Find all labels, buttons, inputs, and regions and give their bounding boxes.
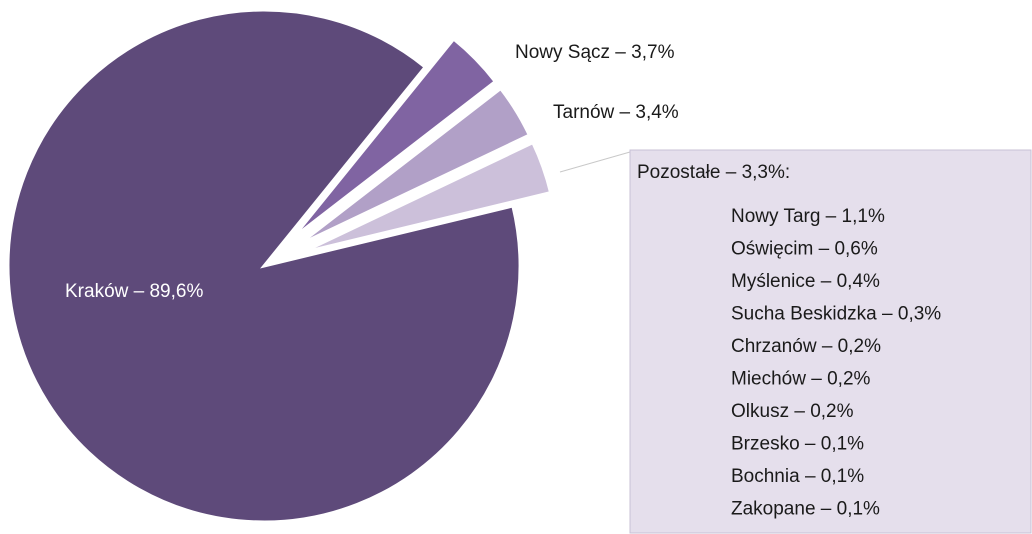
slice-label: Tarnów – 3,4% <box>553 102 679 123</box>
slice-label: Kraków – 89,6% <box>65 281 203 302</box>
breakdown-label: Oświęcim – 0,6% <box>731 239 878 260</box>
breakdown-label: Nowy Targ – 1,1% <box>731 206 885 227</box>
breakdown-label: Olkusz – 0,2% <box>731 401 854 422</box>
breakdown-label: Miechów – 0,2% <box>731 369 871 390</box>
breakdown-label: Chrzanów – 0,2% <box>731 336 881 357</box>
leader-line <box>559 151 631 173</box>
breakdown-label: Myślenice – 0,4% <box>731 271 880 292</box>
breakdown-box <box>629 149 1032 534</box>
pie-slice <box>6 8 522 524</box>
slice-label: Pozostałe – 3,3%: <box>637 162 790 183</box>
pie-slice <box>297 86 532 247</box>
pie-slice <box>301 140 553 255</box>
pie-slice <box>291 36 498 240</box>
slice-label: Nowy Sącz – 3,7% <box>515 42 675 63</box>
breakdown-label: Brzesko – 0,1% <box>731 434 864 455</box>
breakdown-label: Zakopane – 0,1% <box>731 499 880 520</box>
breakdown-label: Bochnia – 0,1% <box>731 466 864 487</box>
breakdown-label: Sucha Beskidzka – 0,3% <box>731 304 941 325</box>
